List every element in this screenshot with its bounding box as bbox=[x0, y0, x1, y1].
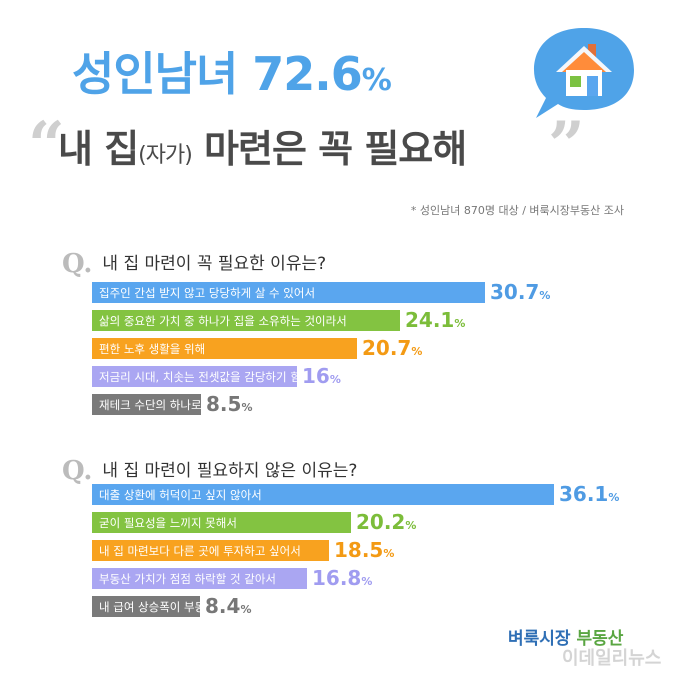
watermark: 이데일리뉴스 bbox=[562, 648, 662, 669]
bar-value: 16.8 bbox=[312, 566, 362, 590]
chart-necessary-reasons: 집주인 간섭 받지 않고 당당하게 살 수 있어서 30.7% 삶의 중요한 가치 … bbox=[0, 280, 680, 422]
bar-value-label: 36.1% bbox=[559, 482, 619, 506]
bar-1-2: 삶의 중요한 가치 중 하나가 집을 소유하는 것이라서 bbox=[92, 310, 400, 331]
question-2-title: 내 집 마련이 필요하지 않은 이유는? bbox=[102, 461, 358, 481]
bar-value-label: 30.7% bbox=[490, 280, 550, 304]
open-quote-mark: “ bbox=[28, 108, 65, 183]
bar-value-unit: % bbox=[240, 603, 252, 616]
bar-2-5: 내 급여 상승폭이 부동산 상승폭에 비해 너무 작아서 bbox=[92, 596, 347, 617]
bar-value: 18.5 bbox=[334, 538, 384, 562]
bar-label: 재테크 수단의 하나로 필요 bbox=[99, 398, 227, 412]
q-mark-icon: Q. bbox=[62, 249, 93, 279]
bar-value-unit: % bbox=[383, 547, 395, 560]
bar-label: 저금리 시대, 치솟는 전셋값을 감당하기 힘들어서 bbox=[99, 370, 333, 384]
question-1-title: 내 집 마련이 꼭 필요한 이유는? bbox=[102, 254, 327, 274]
bar-1-3: 편한 노후 생활을 위해 bbox=[92, 338, 357, 359]
bar-value-label: 18.5% bbox=[334, 538, 394, 562]
bar-value-label: 20.7% bbox=[362, 336, 422, 360]
bar-2-2: 굳이 필요성을 느끼지 못해서 bbox=[92, 512, 351, 533]
bar-label: 굳이 필요성을 느끼지 못해서 bbox=[99, 516, 237, 530]
bar-label: 삶의 중요한 가치 중 하나가 집을 소유하는 것이라서 bbox=[99, 314, 347, 328]
bar-label: 대출 상환에 허덕이고 싶지 않아서 bbox=[99, 488, 262, 502]
bar-label: 내 급여 상승폭이 부동산 상승폭에 비해 너무 작아서 bbox=[99, 600, 347, 614]
bar-1-5: 재테크 수단의 하나로 필요 bbox=[92, 394, 226, 415]
bar-value-unit: % bbox=[241, 401, 253, 414]
bar-value-unit: % bbox=[608, 491, 620, 504]
chart-unnecessary-reasons: 대출 상환에 허덕이고 싶지 않아서 36.1% 굳이 필요성을 느끼지 못해서 20… bbox=[0, 482, 680, 624]
bar-value: 8.4 bbox=[205, 594, 241, 618]
bar-value-unit: % bbox=[454, 317, 466, 330]
bar-value-label: 8.4% bbox=[205, 594, 251, 618]
brand-logo: 벼룩시장 부동산 bbox=[508, 629, 624, 649]
question-2: Q. 내 집 마련이 필요하지 않은 이유는? bbox=[62, 456, 357, 486]
bar-value-label: 16% bbox=[302, 364, 341, 388]
bar-value-unit: % bbox=[329, 373, 341, 386]
bar-value-label: 8.5% bbox=[206, 392, 252, 416]
bar-value: 8.5 bbox=[206, 392, 242, 416]
bar-label: 집주인 간섭 받지 않고 당당하게 살 수 있어서 bbox=[99, 286, 316, 300]
bar-1-1: 집주인 간섭 받지 않고 당당하게 살 수 있어서 bbox=[92, 282, 485, 303]
headline: 성인남녀 72.6% bbox=[72, 47, 392, 101]
bar-value: 20.2 bbox=[356, 510, 406, 534]
bar-value-label: 16.8% bbox=[312, 566, 372, 590]
bar-2-1: 대출 상환에 허덕이고 싶지 않아서 bbox=[92, 484, 554, 505]
q-mark-icon: Q. bbox=[62, 456, 93, 486]
bar-label: 내 집 마련보다 다른 곳에 투자하고 싶어서 bbox=[99, 544, 301, 558]
bar-value-unit: % bbox=[411, 345, 423, 358]
bar-value: 20.7 bbox=[362, 336, 412, 360]
bar-value: 36.1 bbox=[559, 482, 609, 506]
bar-value: 30.7 bbox=[490, 280, 540, 304]
source-note: * 성인남녀 870명 대상 / 벼룩시장부동산 조사 bbox=[410, 204, 624, 217]
bar-value-unit: % bbox=[361, 575, 373, 588]
bar-value-unit: % bbox=[405, 519, 417, 532]
bar-value: 24.1 bbox=[405, 308, 455, 332]
bar-1-4: 저금리 시대, 치솟는 전셋값을 감당하기 힘들어서 bbox=[92, 366, 333, 387]
close-quote-mark: ” bbox=[548, 108, 585, 183]
bar-label: 편한 노후 생활을 위해 bbox=[99, 342, 206, 356]
bar-value-label: 24.1% bbox=[405, 308, 465, 332]
bar-value-unit: % bbox=[539, 289, 551, 302]
bar-2-4: 부동산 가치가 점점 하락할 것 같아서 bbox=[92, 568, 307, 589]
bar-value: 16 bbox=[302, 364, 330, 388]
house-bubble-icon bbox=[534, 28, 634, 118]
bar-2-3: 내 집 마련보다 다른 곳에 투자하고 싶어서 bbox=[92, 540, 329, 561]
question-1: Q. 내 집 마련이 꼭 필요한 이유는? bbox=[62, 249, 326, 279]
subheadline: 내 집(자가) 마련은 꼭 필요해 bbox=[58, 127, 467, 171]
bar-label: 부동산 가치가 점점 하락할 것 같아서 bbox=[99, 572, 276, 586]
bar-value-label: 20.2% bbox=[356, 510, 416, 534]
